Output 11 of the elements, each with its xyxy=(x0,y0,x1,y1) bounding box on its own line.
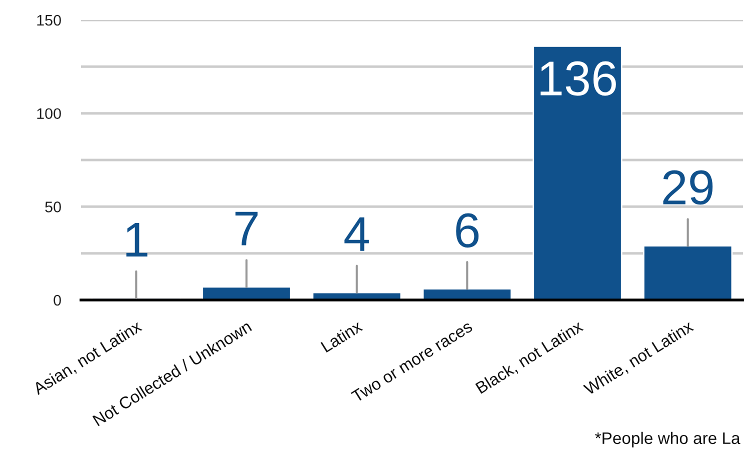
data-label: 29 xyxy=(663,170,713,205)
data-label: 6 xyxy=(456,213,479,248)
y-tick-label: 0 xyxy=(54,294,61,306)
data-label: 136 xyxy=(540,61,616,96)
data-label: 4 xyxy=(344,217,369,251)
y-tick-label: 100 xyxy=(37,108,61,120)
data-label: 7 xyxy=(235,212,258,246)
data-label: 1 xyxy=(126,223,148,256)
text: *People who are La xyxy=(595,432,740,448)
y-tick-label: 150 xyxy=(37,14,61,26)
y-tick-label: 50 xyxy=(45,202,61,212)
